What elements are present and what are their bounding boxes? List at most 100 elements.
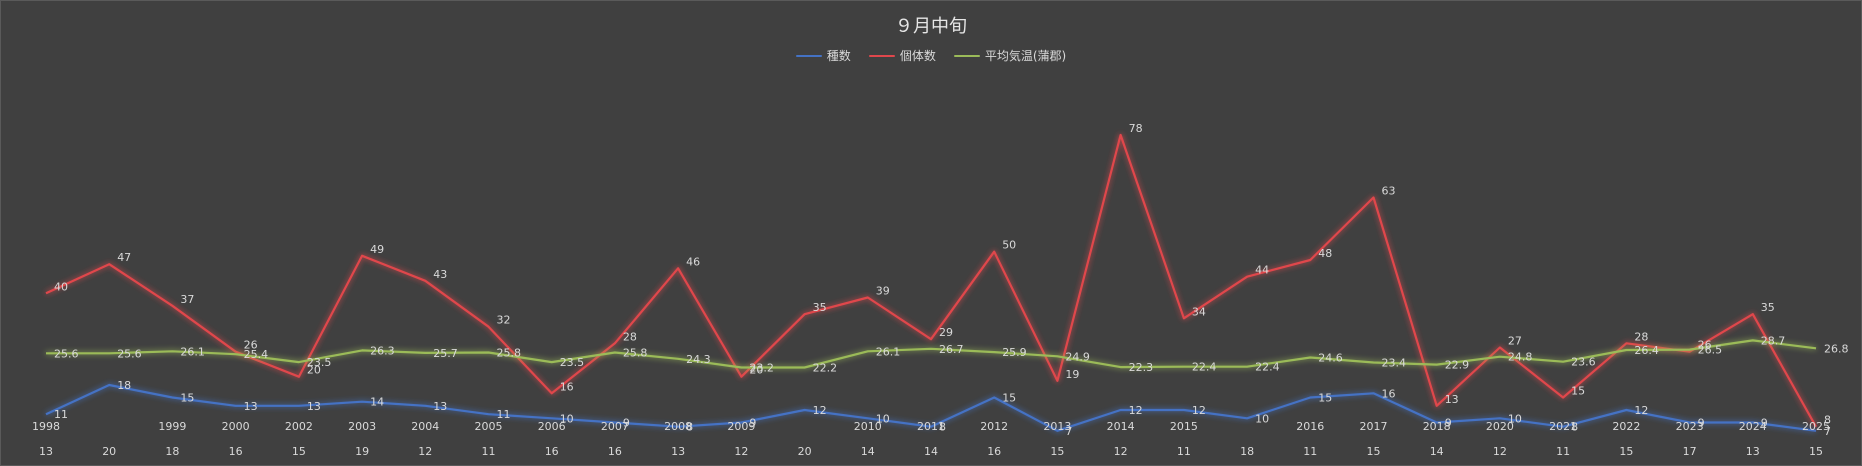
data-label-individual-count: 49 xyxy=(370,243,384,256)
data-label-species-count: 18 xyxy=(117,379,131,392)
data-label-species-count: 9 xyxy=(1698,417,1705,430)
data-label-species-count: 12 xyxy=(1129,404,1143,417)
x-tick-label-secondary: 12 xyxy=(734,445,748,458)
data-label-individual-count: 47 xyxy=(117,251,131,264)
data-label-species-count: 10 xyxy=(1255,412,1269,425)
data-label-species-count: 13 xyxy=(433,400,447,413)
x-tick-label-year: 2015 xyxy=(1170,420,1198,433)
data-label-avg-temp: 25.9 xyxy=(1002,346,1026,359)
legend-label: 平均気温(蒲郡) xyxy=(984,49,1067,63)
x-tick-label-secondary: 15 xyxy=(1619,445,1633,458)
data-label-species-count: 14 xyxy=(370,396,384,409)
data-label-individual-count: 63 xyxy=(1382,185,1396,198)
legend-item-individual-count: 個体数 xyxy=(868,47,936,64)
data-label-species-count: 11 xyxy=(54,408,68,421)
data-label-individual-count: 28 xyxy=(623,330,637,343)
x-tick-label-year: 2017 xyxy=(1360,420,1388,433)
x-tick-label-year: 2000 xyxy=(222,420,250,433)
x-tick-label-secondary: 11 xyxy=(482,445,496,458)
x-tick-label-year: 2021 xyxy=(1549,420,1577,433)
data-label-individual-count: 27 xyxy=(1508,335,1522,348)
data-label-avg-temp: 22.4 xyxy=(1192,361,1217,374)
x-tick-label-year: 2007 xyxy=(601,420,629,433)
data-label-avg-temp: 26.8 xyxy=(1824,342,1849,355)
data-label-avg-temp: 24.6 xyxy=(1318,352,1343,365)
x-tick-label-secondary: 13 xyxy=(671,445,685,458)
x-tick-label-secondary: 11 xyxy=(1303,445,1317,458)
x-tick-label-secondary: 15 xyxy=(292,445,306,458)
x-tick-label-year: 2024 xyxy=(1739,420,1767,433)
data-label-avg-temp: 28.7 xyxy=(1761,334,1786,347)
data-label-species-count: 12 xyxy=(1634,404,1648,417)
data-label-individual-count: 29 xyxy=(939,326,953,339)
data-label-individual-count: 26 xyxy=(1698,339,1712,352)
data-label-species-count: 7 xyxy=(1824,425,1831,438)
x-tick-label-year: 2022 xyxy=(1612,420,1640,433)
data-label-individual-count: 50 xyxy=(1002,239,1016,252)
data-label-avg-temp: 25.8 xyxy=(497,347,522,360)
x-tick-label-year: 2025 xyxy=(1802,420,1830,433)
data-label-avg-temp: 25.4 xyxy=(244,348,269,361)
x-tick-label-secondary: 17 xyxy=(1683,445,1697,458)
data-label-avg-temp: 26.1 xyxy=(180,345,205,358)
data-label-avg-temp: 25.6 xyxy=(54,347,79,360)
x-tick-label-secondary: 16 xyxy=(608,445,622,458)
series-line-individual-count xyxy=(45,133,1817,428)
data-label-species-count: 8 xyxy=(939,421,946,434)
data-label-individual-count: 28 xyxy=(1634,330,1648,343)
data-label-species-count: 15 xyxy=(1002,392,1016,405)
data-label-species-count: 9 xyxy=(623,417,630,430)
data-label-individual-count: 35 xyxy=(813,301,827,314)
data-label-avg-temp: 24.3 xyxy=(686,353,711,366)
data-label-species-count: 12 xyxy=(1192,404,1206,417)
data-label-individual-count: 43 xyxy=(433,268,447,281)
data-label-individual-count: 15 xyxy=(1571,385,1585,398)
x-tick-label-secondary: 19 xyxy=(355,445,369,458)
data-label-individual-count: 44 xyxy=(1255,264,1269,277)
x-tick-label-year: 1999 xyxy=(158,420,186,433)
x-tick-label-secondary: 15 xyxy=(1367,445,1381,458)
data-label-avg-temp: 26.1 xyxy=(876,345,901,358)
x-tick-label-secondary: 14 xyxy=(924,445,938,458)
x-tick-label-secondary: 14 xyxy=(1430,445,1444,458)
data-label-individual-count: 19 xyxy=(1065,368,1079,381)
data-label-avg-temp: 26.5 xyxy=(1698,344,1723,357)
data-label-species-count: 13 xyxy=(307,400,321,413)
data-label-avg-temp: 25.6 xyxy=(117,347,142,360)
x-tick-label-secondary: 13 xyxy=(39,445,53,458)
data-label-species-count: 9 xyxy=(749,417,756,430)
x-tick-label-year: 2006 xyxy=(538,420,566,433)
data-label-avg-temp: 26.3 xyxy=(370,344,395,357)
data-label-species-count: 9 xyxy=(1445,417,1452,430)
data-label-species-count: 8 xyxy=(686,421,693,434)
data-label-individual-count: 20 xyxy=(749,364,763,377)
data-label-species-count: 10 xyxy=(876,412,890,425)
data-label-species-count: 8 xyxy=(1571,421,1578,434)
data-label-avg-temp: 23.4 xyxy=(1382,357,1407,370)
x-tick-label-secondary: 11 xyxy=(1177,445,1191,458)
data-label-avg-temp: 22.9 xyxy=(1445,359,1470,372)
data-label-avg-temp: 23.5 xyxy=(307,356,332,369)
x-tick-label-year: 2010 xyxy=(854,420,882,433)
legend: 種数 個体数 平均気温(蒲郡) xyxy=(0,47,1862,64)
data-label-species-count: 12 xyxy=(813,404,827,417)
x-tick-label-secondary: 12 xyxy=(1114,445,1128,458)
data-label-individual-count: 48 xyxy=(1318,247,1332,260)
x-tick-label-secondary: 20 xyxy=(102,445,116,458)
x-tick-label-year: 2002 xyxy=(285,420,313,433)
data-label-avg-temp: 23.5 xyxy=(560,356,585,369)
x-tick-label-year: 2003 xyxy=(348,420,376,433)
data-label-individual-count: 46 xyxy=(686,255,700,268)
data-label-avg-temp: 26.4 xyxy=(1634,344,1659,357)
x-tick-label-year: 1998 xyxy=(32,420,60,433)
x-tick-label-year: 2008 xyxy=(664,420,692,433)
data-label-individual-count: 37 xyxy=(180,293,194,306)
x-tick-label-secondary: 12 xyxy=(418,445,432,458)
legend-item-species-count: 種数 xyxy=(795,47,851,64)
legend-label: 種数 xyxy=(826,49,851,63)
data-label-individual-count: 20 xyxy=(307,364,321,377)
data-label-species-count: 10 xyxy=(560,412,574,425)
data-label-avg-temp: 23.6 xyxy=(1571,356,1596,369)
x-tick-label-secondary: 16 xyxy=(987,445,1001,458)
